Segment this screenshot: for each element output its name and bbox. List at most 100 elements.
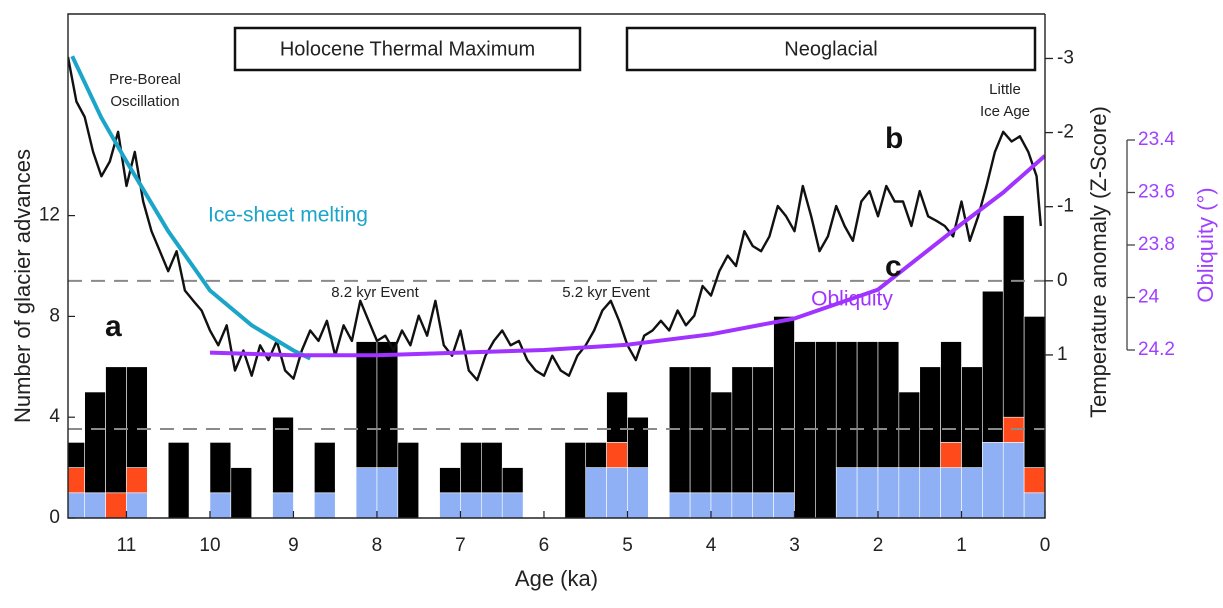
y2-tick-label: 23.4 (1138, 129, 1175, 150)
bar (1023, 492, 1045, 518)
y2-tick-label: 24.2 (1138, 339, 1175, 360)
annotation: 8.2 kyr Event (331, 284, 419, 301)
bar (481, 442, 503, 494)
x-tick-label: 11 (117, 535, 137, 556)
series-label: Ice-sheet melting (208, 204, 368, 227)
bar (982, 290, 1004, 443)
period-label: Holocene Thermal Maximum (280, 38, 535, 60)
bar (898, 467, 921, 518)
bar (126, 366, 148, 468)
x-tick-label: 10 (199, 535, 220, 556)
bar (961, 467, 983, 518)
bar (460, 492, 482, 518)
bar (376, 341, 399, 468)
bar (627, 416, 649, 468)
y2-tick-label: 23.6 (1138, 182, 1175, 203)
bar (314, 442, 336, 494)
bar (606, 391, 628, 443)
bar (460, 442, 482, 494)
period-label: Neoglacial (784, 38, 877, 60)
bar (773, 316, 795, 494)
bar (961, 366, 983, 468)
annotation: Ice Age (980, 103, 1030, 120)
y-tick-label: 1 (1057, 344, 1068, 365)
bar (940, 442, 962, 468)
bar (501, 492, 524, 518)
y-tick-label: 0 (49, 507, 60, 528)
bar (731, 492, 754, 518)
bar (835, 341, 858, 468)
y-tick-label: -3 (1057, 47, 1074, 68)
panel-label: b (885, 122, 903, 155)
bar (84, 391, 106, 494)
bar (68, 442, 86, 468)
bar (689, 492, 712, 518)
bar (940, 341, 962, 443)
x-tick-label: 6 (539, 535, 550, 556)
bar (982, 442, 1004, 518)
bar (919, 467, 941, 518)
bar (481, 492, 503, 518)
bar (940, 467, 962, 518)
bar (919, 366, 941, 468)
annotation: Pre-Boreal (109, 71, 181, 88)
y-tick-label: 0 (1057, 270, 1068, 291)
bar (314, 492, 336, 518)
bar (835, 467, 858, 518)
annotation: 5.2 kyr Event (562, 284, 650, 301)
bar (126, 492, 148, 518)
x-tick-label: 9 (288, 535, 299, 556)
bar (856, 467, 879, 518)
bar (376, 467, 399, 518)
bar (877, 467, 900, 518)
x-tick-label: 4 (706, 535, 717, 556)
bar (710, 391, 733, 494)
y2-tick-label: 23.8 (1138, 234, 1175, 255)
y-tick-label: -2 (1057, 122, 1074, 143)
bar (230, 467, 253, 518)
y-axis-label: Temperature anomaly (Z-Score) (1086, 106, 1111, 418)
period-box (625, 26, 1037, 72)
bar (1002, 442, 1025, 518)
bar (1023, 467, 1045, 494)
y-axis-label: Number of glacier advances (10, 149, 35, 423)
x-tick-label: 3 (789, 535, 800, 556)
bar (606, 442, 628, 468)
bar (439, 467, 461, 494)
bar (1023, 316, 1045, 468)
bar (355, 341, 378, 468)
bar (752, 492, 774, 518)
x-axis-label: Age (ka) (515, 566, 598, 591)
period-box (233, 26, 582, 72)
bar (272, 416, 294, 494)
y2-tick-label: 24 (1138, 287, 1160, 308)
bar (710, 492, 733, 518)
bar (272, 492, 294, 518)
series-label: Obliquity (811, 288, 893, 311)
bar (773, 492, 795, 518)
annotation: Little (989, 81, 1021, 98)
x-tick-label: 2 (873, 535, 884, 556)
bar (564, 442, 587, 518)
bar (68, 467, 86, 494)
bar (84, 492, 106, 518)
panel-label: c (885, 250, 902, 283)
x-tick-label: 5 (622, 535, 633, 556)
bar (606, 467, 628, 518)
x-tick-label: 8 (372, 535, 383, 556)
bar (585, 442, 607, 468)
bar (668, 492, 691, 518)
y-tick-label: -1 (1057, 196, 1074, 217)
bar (856, 341, 879, 468)
bar (877, 341, 900, 468)
panel-label: a (105, 310, 122, 343)
frame (67, 13, 1046, 519)
annotation: Oscillation (110, 93, 179, 110)
bar (439, 492, 461, 518)
bar (126, 467, 148, 494)
bar (68, 492, 86, 518)
bar (627, 467, 649, 518)
bar (397, 442, 420, 518)
y-tick-label: 8 (49, 305, 60, 326)
